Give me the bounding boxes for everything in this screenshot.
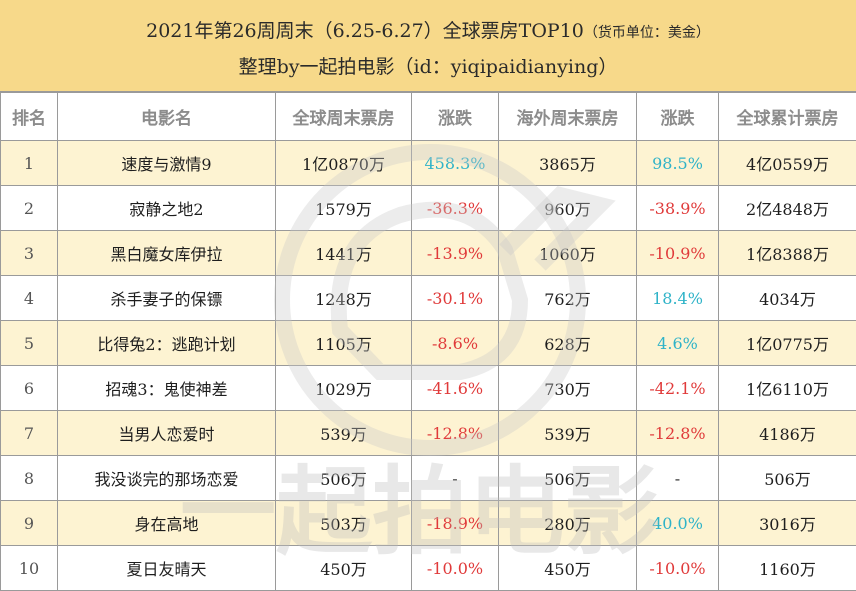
global-weekend-cell: 539万 bbox=[275, 410, 412, 456]
cumulative-cell: 3016万 bbox=[718, 500, 856, 546]
overseas-change-cell: - bbox=[636, 455, 719, 501]
cumulative-cell: 2亿4848万 bbox=[718, 185, 856, 231]
global-change-cell: -13.9% bbox=[411, 230, 499, 276]
header-row: 排名 电影名 全球周末票房 涨跌 海外周末票房 涨跌 全球累计票房 bbox=[0, 92, 856, 141]
overseas-change-cell: 4.6% bbox=[636, 320, 719, 366]
rank-cell: 3 bbox=[0, 230, 58, 276]
overseas-weekend-cell: 280万 bbox=[498, 500, 637, 546]
global-weekend-cell: 506万 bbox=[275, 455, 412, 501]
column-header-global-weekend: 全球周末票房 bbox=[275, 92, 412, 141]
global-weekend-cell: 1441万 bbox=[275, 230, 412, 276]
global-change-cell: -10.0% bbox=[411, 545, 499, 591]
cumulative-cell: 506万 bbox=[718, 455, 856, 501]
rank-cell: 9 bbox=[0, 500, 58, 546]
global-change-cell: -12.8% bbox=[411, 410, 499, 456]
column-header-global-change: 涨跌 bbox=[411, 92, 499, 141]
box-office-table: 排名 电影名 全球周末票房 涨跌 海外周末票房 涨跌 全球累计票房 1 速度与激情… bbox=[0, 92, 856, 591]
overseas-weekend-cell: 3865万 bbox=[498, 140, 637, 186]
column-header-overseas-weekend: 海外周末票房 bbox=[498, 92, 637, 141]
overseas-weekend-cell: 539万 bbox=[498, 410, 637, 456]
table-row: 6 招魂3：鬼使神差 1029万 -41.6% 730万 -42.1% 1亿6110万 bbox=[0, 365, 856, 411]
cumulative-cell: 1亿6110万 bbox=[718, 365, 856, 411]
global-weekend-cell: 1248万 bbox=[275, 275, 412, 321]
cumulative-cell: 4亿0559万 bbox=[718, 140, 856, 186]
global-change-cell: -41.6% bbox=[411, 365, 499, 411]
movie-title-cell: 速度与激情9 bbox=[57, 140, 276, 186]
table-body: 1 速度与激情9 1亿0870万 458.3% 3865万 98.5% 4亿0559万 2 寂静… bbox=[0, 140, 856, 591]
global-weekend-cell: 1亿0870万 bbox=[275, 140, 412, 186]
movie-title-cell: 当男人恋爱时 bbox=[57, 410, 276, 456]
rank-cell: 1 bbox=[0, 140, 58, 186]
rank-cell: 2 bbox=[0, 185, 58, 231]
page-subtitle: 整理by一起拍电影（id：yiqipaidianying） bbox=[238, 56, 618, 78]
overseas-change-cell: 98.5% bbox=[636, 140, 719, 186]
cumulative-cell: 4034万 bbox=[718, 275, 856, 321]
global-change-cell: -18.9% bbox=[411, 500, 499, 546]
global-change-cell: 458.3% bbox=[411, 140, 499, 186]
table-row: 1 速度与激情9 1亿0870万 458.3% 3865万 98.5% 4亿0559万 bbox=[0, 140, 856, 186]
overseas-weekend-cell: 1060万 bbox=[498, 230, 637, 276]
overseas-weekend-cell: 506万 bbox=[498, 455, 637, 501]
rank-cell: 7 bbox=[0, 410, 58, 456]
table-row: 3 黑白魔女库伊拉 1441万 -13.9% 1060万 -10.9% 1亿8388万 bbox=[0, 230, 856, 276]
overseas-weekend-cell: 762万 bbox=[498, 275, 637, 321]
overseas-weekend-cell: 628万 bbox=[498, 320, 637, 366]
column-header-cumulative: 全球累计票房 bbox=[718, 92, 856, 141]
global-change-cell: -30.1% bbox=[411, 275, 499, 321]
movie-title-cell: 招魂3：鬼使神差 bbox=[57, 365, 276, 411]
overseas-change-cell: -10.9% bbox=[636, 230, 719, 276]
overseas-weekend-cell: 960万 bbox=[498, 185, 637, 231]
table-row: 8 我没谈完的那场恋爱 506万 -506万 -506万 bbox=[0, 455, 856, 501]
rank-cell: 10 bbox=[0, 545, 58, 591]
rank-cell: 5 bbox=[0, 320, 58, 366]
currency-unit-note: （货币单位：美金） bbox=[583, 25, 710, 41]
movie-title-cell: 寂静之地2 bbox=[57, 185, 276, 231]
column-header-rank: 排名 bbox=[0, 92, 58, 141]
rank-cell: 8 bbox=[0, 455, 58, 501]
title-text: 2021年第26周周末（6.25-6.27）全球票房TOP10 bbox=[146, 20, 584, 42]
overseas-change-cell: 18.4% bbox=[636, 275, 719, 321]
global-weekend-cell: 1579万 bbox=[275, 185, 412, 231]
table-row: 9 身在高地 503万 -18.9% 280万 40.0% 3016万 bbox=[0, 500, 856, 546]
rank-cell: 6 bbox=[0, 365, 58, 411]
cumulative-cell: 1亿0775万 bbox=[718, 320, 856, 366]
overseas-change-cell: 40.0% bbox=[636, 500, 719, 546]
movie-title-cell: 夏日友晴天 bbox=[57, 545, 276, 591]
movie-title-cell: 比得兔2：逃跑计划 bbox=[57, 320, 276, 366]
overseas-change-cell: -42.1% bbox=[636, 365, 719, 411]
overseas-change-cell: -38.9% bbox=[636, 185, 719, 231]
page-title: 2021年第26周周末（6.25-6.27）全球票房TOP10（货币单位：美金） bbox=[0, 16, 856, 43]
table-row: 5 比得兔2：逃跑计划 1105万 -8.6% 628万 4.6% 1亿0775万 bbox=[0, 320, 856, 366]
table-title-banner: 2021年第26周周末（6.25-6.27）全球票房TOP10（货币单位：美金）… bbox=[0, 0, 856, 92]
overseas-change-cell: -10.0% bbox=[636, 545, 719, 591]
table-row: 2 寂静之地2 1579万 -36.3% 960万 -38.9% 2亿4848万 bbox=[0, 185, 856, 231]
overseas-weekend-cell: 730万 bbox=[498, 365, 637, 411]
movie-title-cell: 我没谈完的那场恋爱 bbox=[57, 455, 276, 501]
global-change-cell: -8.6% bbox=[411, 320, 499, 366]
movie-title-cell: 杀手妻子的保镖 bbox=[57, 275, 276, 321]
rank-cell: 4 bbox=[0, 275, 58, 321]
global-change-cell: - bbox=[411, 455, 499, 501]
movie-title-cell: 黑白魔女库伊拉 bbox=[57, 230, 276, 276]
overseas-weekend-cell: 450万 bbox=[498, 545, 637, 591]
global-weekend-cell: 503万 bbox=[275, 500, 412, 546]
cumulative-cell: 1亿8388万 bbox=[718, 230, 856, 276]
global-weekend-cell: 1105万 bbox=[275, 320, 412, 366]
global-weekend-cell: 450万 bbox=[275, 545, 412, 591]
cumulative-cell: 1160万 bbox=[718, 545, 856, 591]
cumulative-cell: 4186万 bbox=[718, 410, 856, 456]
table-row: 10 夏日友晴天 450万 -10.0% 450万 -10.0% 1160万 bbox=[0, 545, 856, 591]
overseas-change-cell: -12.8% bbox=[636, 410, 719, 456]
movie-title-cell: 身在高地 bbox=[57, 500, 276, 546]
table-row: 4 杀手妻子的保镖 1248万 -30.1% 762万 18.4% 4034万 bbox=[0, 275, 856, 321]
column-header-overseas-change: 涨跌 bbox=[636, 92, 719, 141]
global-weekend-cell: 1029万 bbox=[275, 365, 412, 411]
table-row: 7 当男人恋爱时 539万 -12.8% 539万 -12.8% 4186万 bbox=[0, 410, 856, 456]
global-change-cell: -36.3% bbox=[411, 185, 499, 231]
column-header-title: 电影名 bbox=[57, 92, 276, 141]
